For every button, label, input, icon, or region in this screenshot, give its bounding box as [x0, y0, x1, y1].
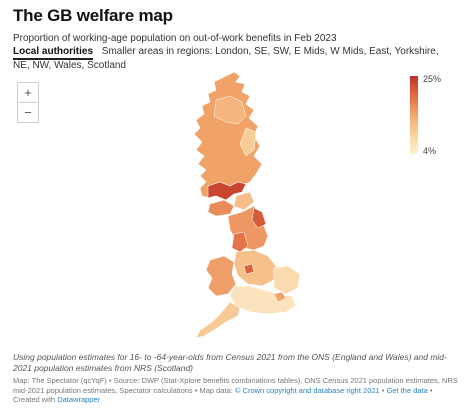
- region-scotland-east[interactable]: [239, 127, 257, 157]
- crown-copyright-link[interactable]: © Crown copyright and database right 202…: [234, 385, 380, 395]
- region-south-west[interactable]: [195, 301, 241, 339]
- map-subtitle: Proportion of working-age population on …: [13, 33, 337, 44]
- created-with-text: • Created with: [13, 385, 433, 405]
- region-north-west[interactable]: [231, 231, 249, 253]
- legend-max-label: 25%: [423, 74, 442, 84]
- gb-choropleth-map[interactable]: [150, 70, 310, 350]
- region-wales[interactable]: [205, 255, 237, 297]
- separator: •: [379, 385, 387, 395]
- datawrapper-link[interactable]: Datawrapper: [57, 395, 101, 404]
- legend-color-scale: [410, 76, 418, 154]
- region-north-east[interactable]: [251, 207, 267, 229]
- region-midlands[interactable]: [233, 249, 277, 287]
- region-scotland-central-belt[interactable]: [207, 181, 247, 201]
- source-text: Map: The Spectator (qcYqF) • Source: DWP…: [13, 376, 458, 395]
- region-west-midlands-core[interactable]: [243, 263, 255, 275]
- region-scotland-borders[interactable]: [233, 191, 255, 211]
- zoom-control: + −: [17, 82, 39, 123]
- color-legend: 25% 4%: [410, 74, 441, 156]
- get-data-link[interactable]: Get the data: [386, 385, 428, 395]
- zoom-out-button[interactable]: −: [18, 102, 38, 122]
- region-east[interactable]: [273, 265, 301, 295]
- region-scotland-highlands[interactable]: [213, 95, 247, 125]
- legend-min-label: 4%: [423, 146, 437, 156]
- tab-smaller-areas[interactable]: Smaller areas in regions: London, SE, SW…: [13, 46, 439, 71]
- tab-local-authorities[interactable]: Local authorities: [13, 46, 94, 60]
- region-south[interactable]: [229, 285, 297, 315]
- map-title: The GB welfare map: [13, 6, 173, 25]
- zoom-in-button[interactable]: +: [24, 85, 32, 100]
- region-london[interactable]: [273, 291, 287, 303]
- footnote: Using population estimates for 16- to -6…: [13, 352, 447, 373]
- source-line: Map: The Spectator (qcYqF) • Source: DWP…: [13, 376, 458, 405]
- area-type-tabs: Local authorities Smaller areas in regio…: [13, 45, 458, 73]
- region-scotland-southwest[interactable]: [207, 199, 235, 217]
